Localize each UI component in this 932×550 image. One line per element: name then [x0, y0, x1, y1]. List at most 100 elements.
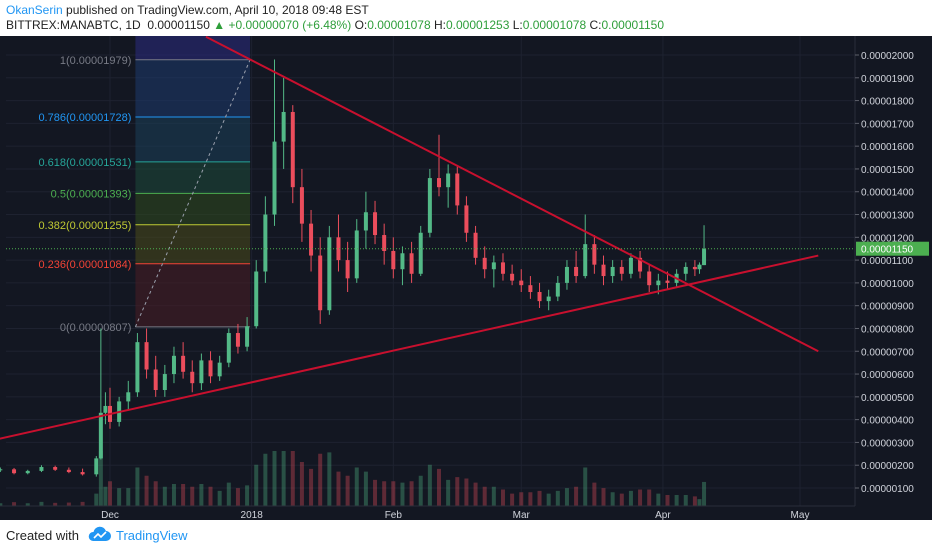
- low-value: 0.00001078: [522, 18, 587, 32]
- fib-zone: [135, 161, 251, 194]
- low-label: L:: [512, 18, 523, 32]
- volume-bar: [519, 492, 524, 506]
- candle-body: [500, 262, 505, 274]
- volume-bar: [437, 468, 442, 506]
- price-tick-label: 0.00001900: [861, 74, 914, 85]
- candle-body: [510, 273, 515, 281]
- volume-bar: [281, 451, 286, 506]
- candle-body: [94, 458, 99, 475]
- volume-bar: [208, 486, 213, 506]
- created-with-text: Created with: [6, 528, 79, 543]
- price-tick-label: 0.00000300: [861, 438, 914, 449]
- tradingview-cloud-icon: [88, 526, 111, 541]
- volume-bar: [80, 501, 85, 506]
- price-tick-label: 0.00001800: [861, 97, 914, 108]
- price-chart[interactable]: 1(0.00001979) 0.786(0.00001728) 0.618(0.00…: [0, 36, 932, 520]
- price-tick-label: 0.00000900: [861, 302, 914, 313]
- volume-bar: [190, 486, 195, 506]
- volume-bar: [510, 493, 515, 506]
- trendline: [0, 254, 819, 440]
- volume-bar: [656, 493, 661, 506]
- volume-bar: [692, 496, 697, 506]
- candle-body: [190, 371, 195, 384]
- volume-bar: [299, 462, 304, 506]
- price-tick-label: 0.00001300: [861, 211, 914, 222]
- high-value: 0.00001253: [445, 18, 510, 32]
- time-tick-label: Mar: [513, 510, 531, 520]
- price-tick-label: 0.00000800: [861, 324, 914, 335]
- candle-body: [272, 141, 277, 215]
- candle-body: [583, 244, 588, 277]
- time-axis-background: [0, 506, 932, 520]
- price-tick-label: 0.00001600: [861, 142, 914, 153]
- price-tick-label: 0.00000200: [861, 461, 914, 472]
- candle-body: [162, 374, 167, 391]
- candle-body: [171, 355, 176, 375]
- trendline: [205, 36, 819, 353]
- volume-bar: [309, 468, 314, 506]
- volume-bar: [144, 475, 149, 506]
- volume-bar: [181, 484, 186, 506]
- volume-bar: [592, 482, 597, 506]
- volume-bar: [391, 481, 396, 506]
- candle-body: [574, 266, 579, 277]
- volume-bar: [583, 467, 588, 506]
- current-price-tag: [856, 241, 929, 256]
- chart-area[interactable]: 1(0.00001979) 0.786(0.00001728) 0.618(0.00…: [0, 36, 932, 520]
- candle-body: [309, 223, 314, 256]
- volume-bar: [697, 499, 702, 506]
- volume-bar: [619, 493, 624, 506]
- candle-body: [382, 235, 387, 251]
- fib-zone: [135, 193, 251, 225]
- volume-bar: [647, 489, 652, 506]
- candle-body: [482, 257, 487, 270]
- price-tick-label: 0.00001500: [861, 165, 914, 176]
- candle-body: [702, 248, 707, 266]
- candle-body: [281, 111, 286, 142]
- volume-bar: [409, 481, 414, 506]
- fib-level-label: 0.382(0.00001255): [38, 220, 131, 232]
- published-text: published on TradingView.com, April 10, …: [62, 3, 369, 17]
- candle-body: [80, 472, 85, 475]
- up-arrow-icon: ▲: [213, 18, 226, 32]
- close-value: 0.00001150: [601, 18, 665, 32]
- last-price: 0.00001150: [147, 18, 210, 32]
- volume-bar: [126, 488, 131, 506]
- candle-body: [53, 467, 58, 470]
- price-axis-background: [855, 36, 932, 520]
- candle-body: [0, 469, 3, 471]
- volume-bar: [601, 488, 606, 506]
- candle-body: [391, 250, 396, 270]
- candle-body: [299, 187, 304, 224]
- volume-bar: [638, 489, 643, 506]
- candle-body: [619, 266, 624, 274]
- price-tick-label: 0.00002000: [861, 51, 914, 62]
- volume-bar: [683, 495, 688, 506]
- candle-body: [409, 253, 414, 274]
- change-value: +0.00000070 (+6.48%): [228, 18, 352, 32]
- price-tick-label: 0.00000600: [861, 370, 914, 381]
- candle-body: [153, 369, 158, 391]
- time-tick-label: 2018: [241, 510, 264, 520]
- volume-bar: [235, 488, 240, 506]
- volume-bar: [98, 451, 103, 506]
- volume-bar: [482, 486, 487, 506]
- candle-body: [555, 282, 560, 297]
- fib-level-label: 0.618(0.00001531): [38, 157, 131, 169]
- candle-body: [683, 266, 688, 274]
- volume-bar: [0, 503, 3, 506]
- time-tick-label: Feb: [385, 510, 403, 520]
- author-link[interactable]: OkanSerin: [6, 3, 63, 17]
- chart-footer: Created with TradingView: [0, 520, 932, 550]
- fib-level-label: 0.5(0.00001393): [51, 188, 132, 200]
- candle-body: [327, 237, 332, 311]
- volume-bar: [610, 492, 615, 506]
- candle-body: [491, 262, 496, 270]
- tradingview-brand-link[interactable]: TradingView: [116, 528, 188, 543]
- candle-body: [336, 237, 341, 261]
- volume-bar: [564, 488, 569, 506]
- volume-bar: [464, 478, 469, 506]
- candle-body: [400, 253, 405, 270]
- volume-bar: [327, 452, 332, 506]
- chart-header: OkanSerin published on TradingView.com, …: [0, 0, 932, 36]
